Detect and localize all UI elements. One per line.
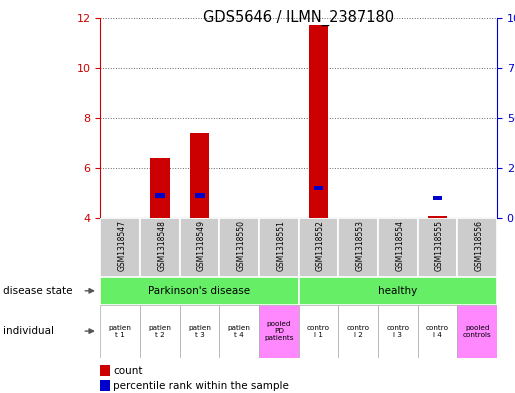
Text: GSM1318553: GSM1318553: [356, 220, 365, 271]
Text: patien
t 4: patien t 4: [228, 325, 251, 338]
Text: pooled
PD
patients: pooled PD patients: [264, 321, 294, 341]
Bar: [299, 277, 497, 305]
Text: GDS5646 / ILMN_2387180: GDS5646 / ILMN_2387180: [203, 10, 394, 26]
Text: GSM1318552: GSM1318552: [316, 220, 325, 271]
Bar: [314, 186, 323, 190]
Bar: [100, 305, 140, 358]
Bar: [195, 193, 204, 198]
Bar: [140, 218, 180, 277]
Text: count: count: [113, 366, 143, 376]
Text: Parkinson's disease: Parkinson's disease: [148, 286, 251, 296]
Bar: [180, 305, 219, 358]
Text: GSM1318555: GSM1318555: [435, 220, 444, 271]
Bar: [155, 193, 165, 198]
Text: contro
l 1: contro l 1: [307, 325, 330, 338]
Text: healthy: healthy: [378, 286, 418, 296]
Bar: [457, 218, 497, 277]
Text: patien
t 1: patien t 1: [109, 325, 132, 338]
Bar: [427, 216, 448, 218]
Text: contro
l 4: contro l 4: [426, 325, 449, 338]
Text: contro
l 3: contro l 3: [386, 325, 409, 338]
Bar: [378, 218, 418, 277]
Bar: [150, 158, 170, 218]
Bar: [219, 218, 259, 277]
Bar: [338, 305, 378, 358]
Text: GSM1318551: GSM1318551: [277, 220, 285, 271]
Bar: [100, 380, 110, 391]
Text: disease state: disease state: [3, 286, 72, 296]
Bar: [418, 305, 457, 358]
Text: GSM1318549: GSM1318549: [197, 220, 206, 271]
Text: percentile rank within the sample: percentile rank within the sample: [113, 380, 289, 391]
Text: GSM1318548: GSM1318548: [158, 220, 166, 271]
Bar: [219, 305, 259, 358]
Bar: [299, 218, 338, 277]
Text: GSM1318556: GSM1318556: [475, 220, 484, 271]
Bar: [259, 218, 299, 277]
Bar: [308, 25, 329, 218]
Bar: [180, 218, 219, 277]
Text: pooled
controls: pooled controls: [463, 325, 491, 338]
Bar: [100, 365, 110, 376]
Text: GSM1318554: GSM1318554: [396, 220, 404, 271]
Text: GSM1318547: GSM1318547: [118, 220, 127, 271]
Bar: [457, 305, 497, 358]
Bar: [140, 305, 180, 358]
Text: contro
l 2: contro l 2: [347, 325, 370, 338]
Bar: [338, 218, 378, 277]
Text: GSM1318550: GSM1318550: [237, 220, 246, 271]
Bar: [190, 133, 210, 218]
Bar: [100, 218, 140, 277]
Bar: [259, 305, 299, 358]
Text: patien
t 2: patien t 2: [148, 325, 171, 338]
Bar: [433, 196, 442, 200]
Text: patien
t 3: patien t 3: [188, 325, 211, 338]
Bar: [100, 277, 299, 305]
Bar: [378, 305, 418, 358]
Text: individual: individual: [3, 326, 54, 336]
Bar: [299, 305, 338, 358]
Bar: [418, 218, 457, 277]
